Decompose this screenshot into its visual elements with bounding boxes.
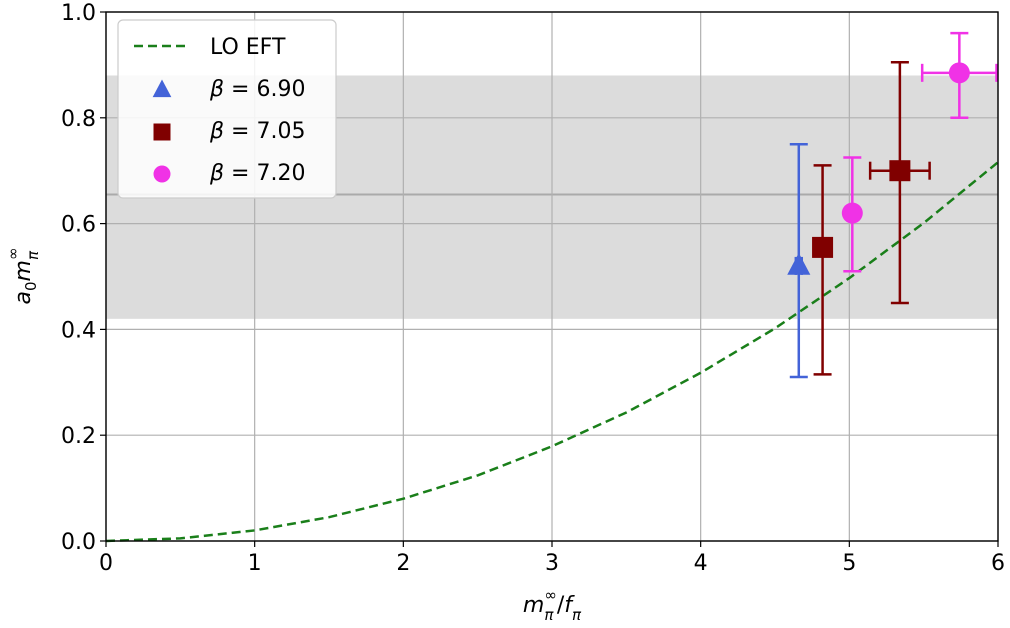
x-tick-label: 6 bbox=[991, 551, 1005, 576]
x-tick-label: 2 bbox=[396, 551, 410, 576]
legend-triangle-swatch bbox=[152, 79, 172, 98]
x-tick-label: 1 bbox=[248, 551, 262, 576]
y-tick-label: 0.0 bbox=[61, 530, 96, 555]
legend-label: β = 7.05 bbox=[209, 119, 305, 144]
lo-eft-curve bbox=[105, 161, 999, 543]
circle-marker bbox=[948, 62, 970, 84]
data-point bbox=[787, 143, 811, 379]
data-point bbox=[812, 164, 834, 376]
y-tick-label: 0.6 bbox=[61, 213, 96, 238]
data-point bbox=[841, 156, 863, 273]
square-marker bbox=[812, 236, 834, 258]
legend: LO EFT β = 6.90 β = 7.05 β = 7.20 bbox=[117, 19, 337, 199]
y-tick-label: 0.2 bbox=[61, 424, 96, 449]
circle-marker bbox=[841, 202, 863, 224]
legend-label: LO EFT bbox=[210, 35, 286, 60]
y-axis-label: a0mπ∞ bbox=[4, 248, 42, 305]
legend-label: β = 6.90 bbox=[209, 77, 305, 102]
x-tick-label: 0 bbox=[99, 551, 113, 576]
x-tick-label: 4 bbox=[694, 551, 708, 576]
legend-circle-swatch bbox=[153, 165, 171, 183]
y-tick-label: 1.0 bbox=[61, 1, 96, 26]
tick-layer: 0 1 2 3 4 5 6 0.0 0.2 0.4 0.6 0.8 1.0 bbox=[61, 1, 1005, 576]
curve-layer bbox=[105, 161, 999, 543]
data-point bbox=[868, 61, 931, 305]
y-tick-label: 0.8 bbox=[61, 107, 96, 132]
legend-box bbox=[117, 19, 337, 199]
points-layer bbox=[787, 31, 998, 379]
x-tick-label: 3 bbox=[545, 551, 559, 576]
triangle-marker bbox=[787, 252, 811, 275]
y-tick-label: 0.4 bbox=[61, 318, 96, 343]
square-marker bbox=[889, 160, 911, 182]
legend-label: β = 7.20 bbox=[209, 161, 305, 186]
data-point bbox=[920, 31, 998, 120]
legend-square-swatch bbox=[153, 123, 171, 141]
x-axis-label: mπ∞/fπ bbox=[523, 586, 582, 624]
x-tick-label: 5 bbox=[842, 551, 856, 576]
